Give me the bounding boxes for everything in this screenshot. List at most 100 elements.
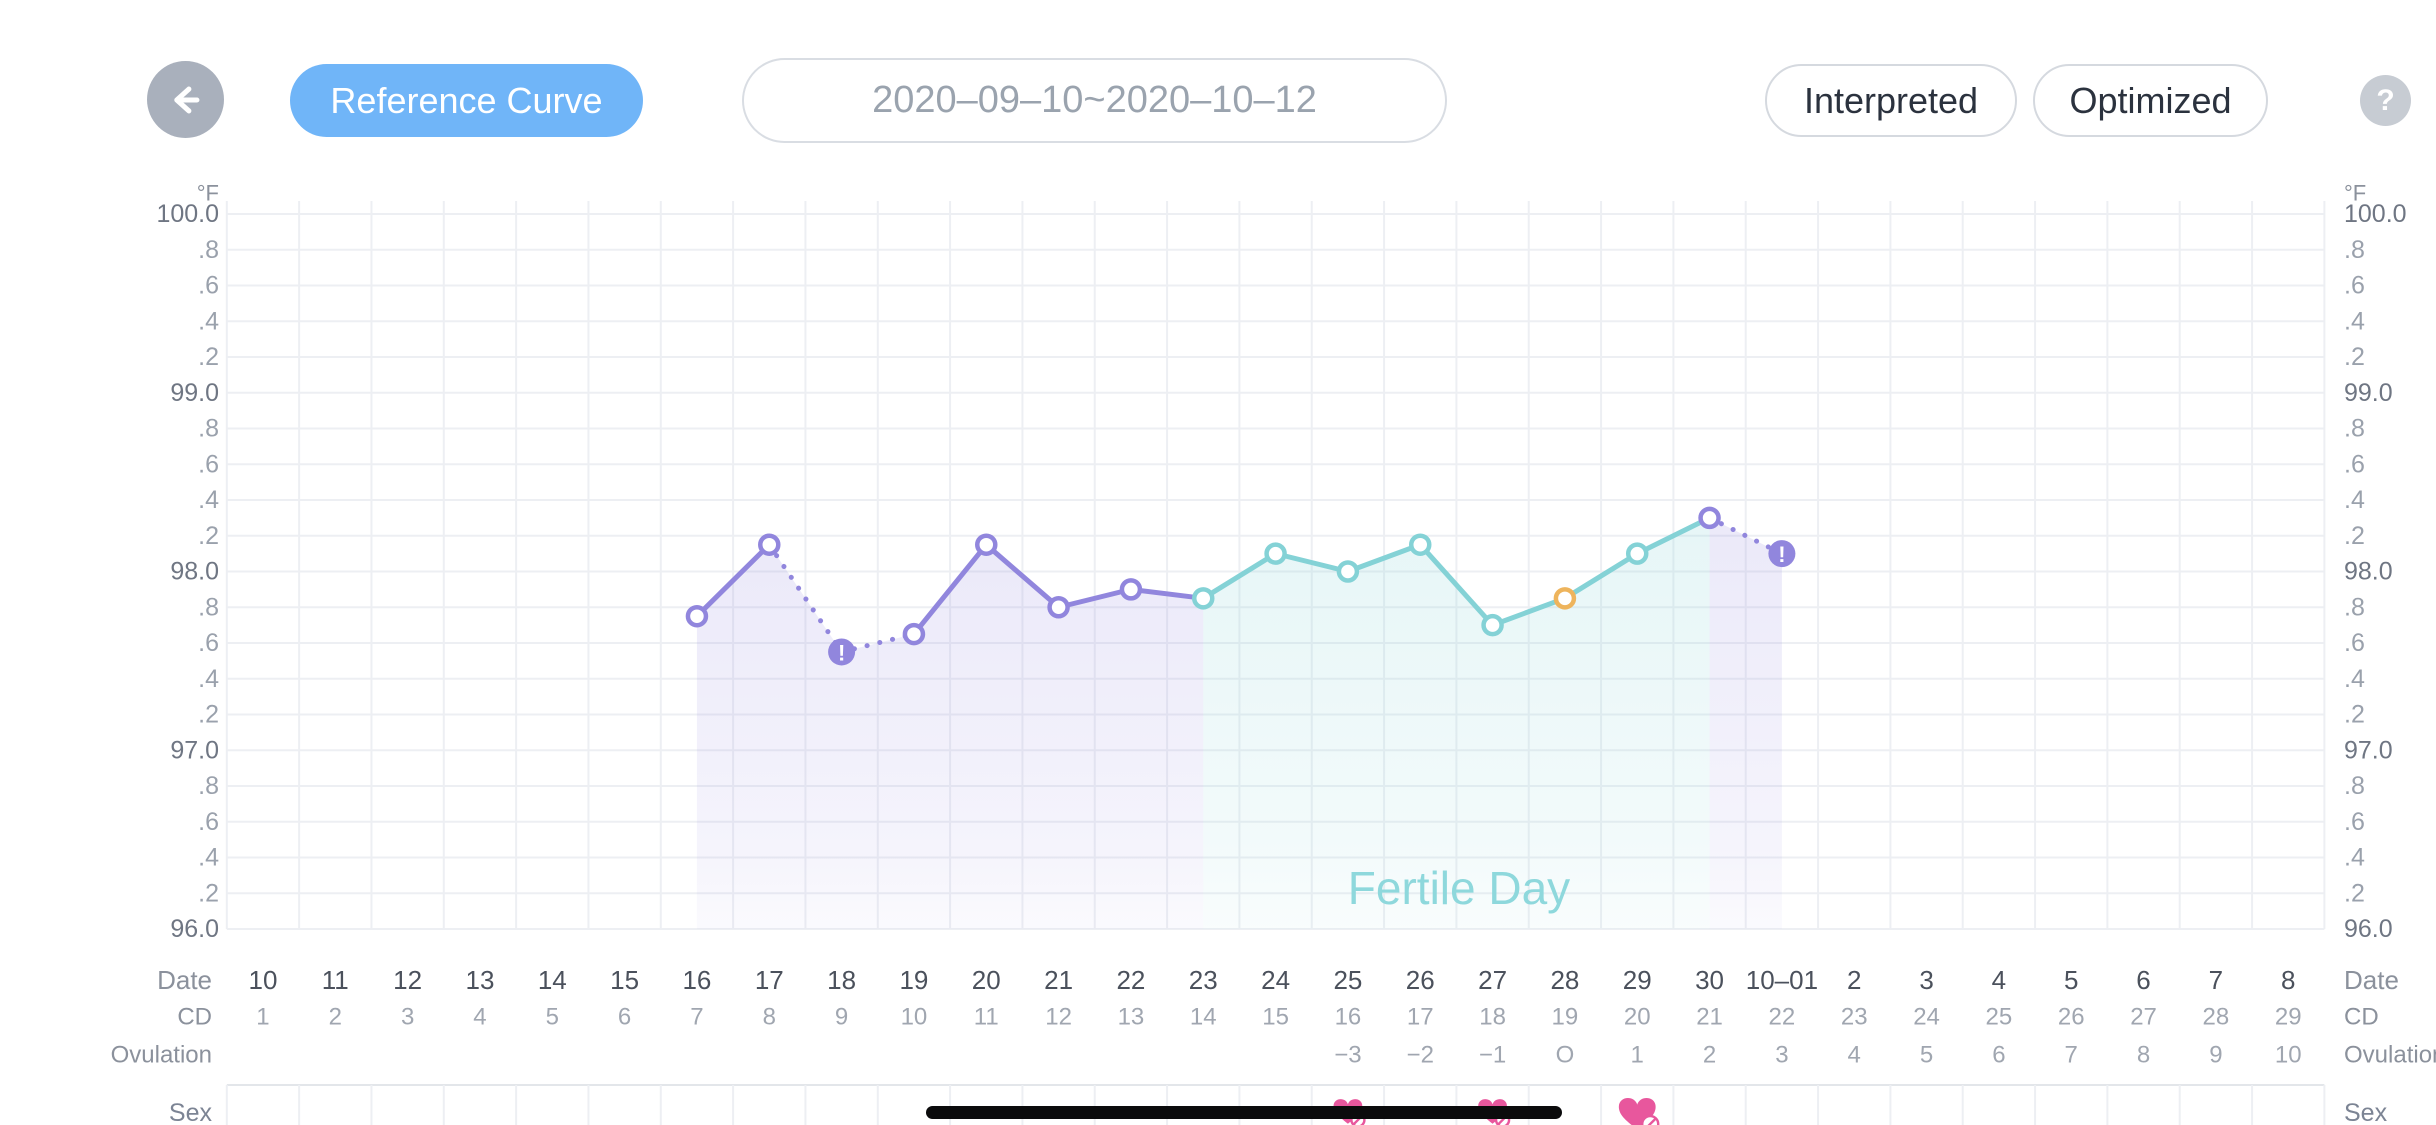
- date-label: 12: [393, 965, 422, 995]
- line-segment: [1634, 515, 1713, 557]
- sex-row-header-right[interactable]: Sex: [2344, 1099, 2388, 1125]
- cd-row-header-left: CD: [177, 1004, 212, 1031]
- cd-label: 4: [473, 1004, 486, 1031]
- bbt-point[interactable]: [1119, 578, 1143, 601]
- pre-post-area: [1709, 517, 1782, 929]
- back-arrow-icon: [173, 86, 199, 113]
- cd-label: 28: [2203, 1004, 2230, 1031]
- date-label: 5: [2064, 965, 2078, 995]
- ytick-label-right: .6: [2344, 272, 2365, 300]
- excluded-point[interactable]: !: [828, 638, 856, 666]
- bbt-point[interactable]: [1336, 560, 1360, 583]
- date-label: 8: [2281, 965, 2295, 995]
- reference-curve-button[interactable]: Reference Curve: [290, 64, 643, 137]
- ytick-label-left: .2: [198, 522, 219, 550]
- optimized-button[interactable]: Optimized: [2033, 64, 2268, 137]
- ytick-label-right: .4: [2344, 665, 2365, 693]
- ytick-label-left: .6: [198, 629, 219, 657]
- cd-row-header-right: CD: [2344, 1004, 2379, 1031]
- excluded-point[interactable]: !: [1768, 540, 1796, 568]
- line-segment: [911, 542, 989, 637]
- ytick-label-left: .8: [198, 593, 219, 621]
- date-label: 10–01: [1746, 965, 1818, 995]
- date-label: 7: [2209, 965, 2223, 995]
- date-label: 14: [538, 965, 567, 995]
- bbt-point[interactable]: [1625, 542, 1649, 565]
- ytick-label-right: .4: [2344, 844, 2365, 872]
- ovulation-point[interactable]: [1553, 587, 1577, 610]
- temperature-points: !!: [685, 506, 1796, 666]
- ytick-label-right: 99.0: [2344, 379, 2393, 407]
- line-segment: [766, 542, 845, 655]
- ovulation-label: 8: [2137, 1042, 2150, 1069]
- date-label: 24: [1261, 965, 1290, 995]
- date-label: 4: [1992, 965, 2006, 995]
- ytick-label-right: .4: [2344, 486, 2365, 514]
- fertile-area: [1203, 517, 1710, 929]
- bbt-point[interactable]: [1264, 542, 1287, 565]
- fertile-day-label: Fertile Day: [1348, 862, 1570, 914]
- date-label: 2: [1847, 965, 1861, 995]
- ovulation-label: 9: [2209, 1042, 2222, 1069]
- ytick-label-left: 99.0: [170, 379, 219, 407]
- cd-label: 14: [1190, 1004, 1217, 1031]
- ytick-label-left: 100.0: [156, 200, 219, 228]
- ytick-label-left: .8: [198, 236, 219, 264]
- date-label: 23: [1189, 965, 1218, 995]
- date-label: 28: [1550, 965, 1579, 995]
- bbt-point[interactable]: [1698, 506, 1721, 530]
- ovulation-label: 3: [1775, 1042, 1788, 1069]
- bbt-point[interactable]: [975, 533, 998, 556]
- ytick-label-right: 100.0: [2344, 200, 2407, 228]
- line-segment: [1056, 586, 1134, 610]
- ytick-label-right: .6: [2344, 629, 2365, 657]
- date-label: 21: [1044, 965, 1073, 995]
- ovulation-label: −2: [1407, 1042, 1434, 1069]
- cd-label: 24: [1913, 1004, 1940, 1031]
- ytick-label-left: .8: [198, 415, 219, 443]
- line-segment: [983, 542, 1062, 610]
- ytick-label-left: .2: [198, 701, 219, 729]
- cd-label: 16: [1335, 1004, 1362, 1031]
- ytick-label-left: 96.0: [170, 915, 219, 943]
- date-range-field[interactable]: 2020–09–10~2020–10–12: [742, 58, 1447, 143]
- date-label: 16: [682, 965, 711, 995]
- date-label: 6: [2136, 965, 2150, 995]
- bbt-point[interactable]: [685, 604, 709, 628]
- bbt-point[interactable]: [758, 533, 781, 556]
- date-label: 19: [899, 965, 928, 995]
- interpreted-button[interactable]: Interpreted: [1765, 64, 2017, 137]
- y-axis-unit-left: °F: [197, 181, 219, 206]
- date-label: 17: [755, 965, 784, 995]
- ovulation-label: 6: [1992, 1042, 2005, 1069]
- cd-label: 22: [1769, 1004, 1796, 1031]
- ytick-label-right: .8: [2344, 772, 2365, 800]
- ovulation-row-header-right: Ovulation: [2344, 1042, 2436, 1069]
- bbt-point[interactable]: [902, 622, 926, 646]
- back-button[interactable]: [147, 61, 224, 138]
- date-label: 29: [1623, 965, 1652, 995]
- ytick-label-left: .2: [198, 343, 219, 371]
- bbt-point[interactable]: [1481, 613, 1504, 637]
- date-label: 13: [465, 965, 494, 995]
- ytick-label-right: .2: [2344, 701, 2365, 729]
- bbt-point[interactable]: [1047, 596, 1070, 619]
- bbt-point[interactable]: [1192, 587, 1215, 610]
- ytick-label-left: .4: [198, 307, 219, 335]
- cd-label: 20: [1624, 1004, 1651, 1031]
- cd-label: 13: [1118, 1004, 1145, 1031]
- ytick-label-left: 98.0: [170, 558, 219, 586]
- home-indicator[interactable]: [926, 1106, 1562, 1119]
- excluded-exclamation: !: [1778, 542, 1785, 567]
- bbt-point[interactable]: [1408, 533, 1432, 556]
- cd-label: 5: [546, 1004, 559, 1031]
- date-label: 20: [972, 965, 1001, 995]
- cd-label: 21: [1696, 1004, 1723, 1031]
- ytick-label-left: .6: [198, 808, 219, 836]
- help-button[interactable]: ?: [2360, 75, 2411, 126]
- sex-row-header-left[interactable]: Sex: [169, 1099, 213, 1125]
- ytick-label-left: .4: [198, 665, 219, 693]
- cd-label: 11: [974, 1004, 999, 1031]
